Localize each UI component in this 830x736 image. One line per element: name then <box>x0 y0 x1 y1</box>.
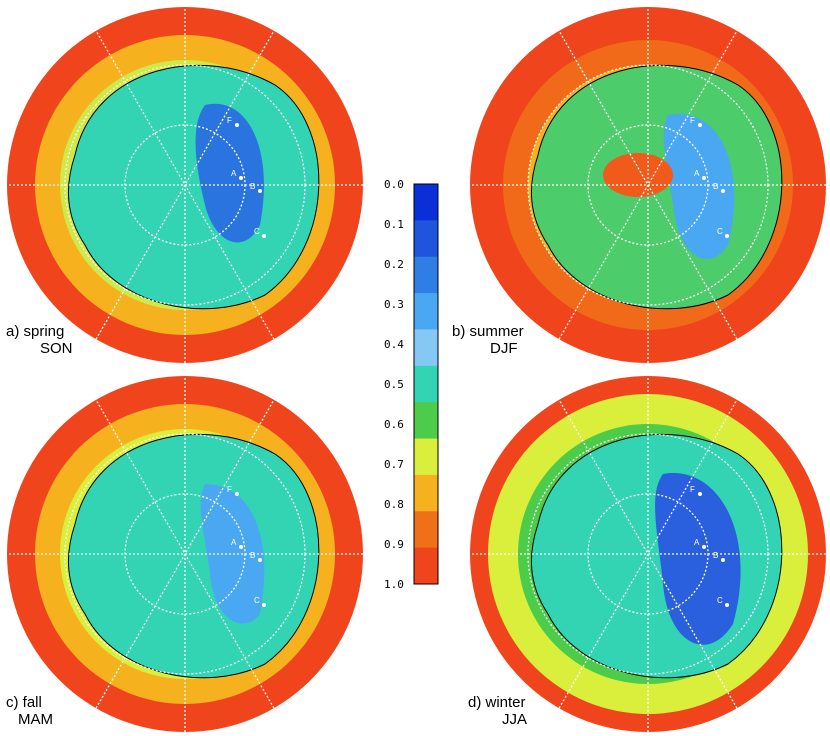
color-scale-tick-label: 0.8 <box>384 498 404 511</box>
marker-b: B <box>713 551 718 560</box>
map-panel-spring: F A B C <box>5 5 365 365</box>
panel-label-fall: c) fall MAM <box>6 694 53 728</box>
marker-c: C <box>717 596 723 605</box>
color-scale-block <box>414 329 438 367</box>
color-scale-block <box>414 256 438 294</box>
coastline <box>530 65 783 310</box>
polar-map-fall: F A B C <box>5 374 365 734</box>
coastline <box>530 434 783 679</box>
marker-c: C <box>254 227 260 236</box>
color-scale-bar: 0.0 0.1 0.2 0.3 0.4 0.5 0.6 0.7 0.8 0.9 1.0 <box>384 178 444 595</box>
color-scale-tick-label: 0.7 <box>384 458 404 471</box>
color-scale-block <box>414 547 438 585</box>
map-panel-summer: F A B C <box>468 5 828 365</box>
color-scale-block <box>414 220 438 258</box>
panel-label-summer: b) summer DJF <box>452 323 524 357</box>
season-label: d) winter <box>468 694 526 711</box>
color-scale-tick-label: 0.4 <box>384 338 404 351</box>
graticule <box>468 5 828 365</box>
months-label: MAM <box>18 711 53 728</box>
color-scale-block <box>414 474 438 512</box>
polar-map-spring: F A B C <box>5 5 365 365</box>
high-value-center <box>603 153 673 197</box>
graticule <box>468 374 828 734</box>
low-value-region <box>655 473 741 645</box>
station-markers: F A B C <box>690 485 729 607</box>
color-scale-border <box>413 183 439 585</box>
color-scale-block <box>414 365 438 403</box>
low-value-region <box>663 113 735 260</box>
low-value-region <box>200 484 265 624</box>
marker-a: A <box>694 169 700 178</box>
color-scale-ticks: 0.0 0.1 0.2 0.3 0.4 0.5 0.6 0.7 0.8 0.9 1.0 <box>384 178 404 591</box>
marker-b: B <box>250 182 255 191</box>
color-scale-tick-label: 0.0 <box>384 180 404 191</box>
polar-map-winter: F A B C <box>468 374 828 734</box>
color-scale-block <box>414 293 438 330</box>
color-scale-block <box>414 438 438 476</box>
panel-label-spring: a) spring SON <box>6 323 73 357</box>
graticule <box>5 374 365 734</box>
season-label: b) summer <box>452 323 524 340</box>
color-scale-tick-label: 0.5 <box>384 378 404 391</box>
marker-b: B <box>250 551 255 560</box>
season-label: c) fall <box>6 694 42 711</box>
coastline <box>67 65 320 310</box>
color-scale-tick-label: 0.6 <box>384 418 404 431</box>
color-scale-tick-label: 0.3 <box>384 298 404 311</box>
station-markers: F A B C <box>227 116 266 238</box>
marker-f: F <box>227 116 232 125</box>
graticule <box>5 5 365 365</box>
color-scale-block <box>414 511 438 549</box>
marker-b: B <box>713 182 718 191</box>
station-markers: F A B C <box>690 116 729 238</box>
color-scale-blocks <box>414 184 438 585</box>
marker-c: C <box>717 227 723 236</box>
color-scale-tick-label: 0.1 <box>384 218 404 231</box>
months-label: JJA <box>502 711 528 728</box>
marker-f: F <box>690 485 695 494</box>
continent-interior <box>68 65 319 309</box>
marker-f: F <box>227 485 232 494</box>
marker-a: A <box>231 538 237 547</box>
low-value-region <box>195 103 264 243</box>
months-label: SON <box>40 340 73 357</box>
marker-a: A <box>231 169 237 178</box>
color-scale-tick-label: 0.2 <box>384 258 404 271</box>
continent-interior <box>68 434 319 678</box>
map-panel-winter: F A B C <box>468 374 828 734</box>
marker-c: C <box>254 596 260 605</box>
marker-a: A <box>694 538 700 547</box>
season-label: a) spring <box>6 323 65 340</box>
panel-label-winter: d) winter JJA <box>468 694 527 728</box>
color-scale-block <box>414 184 438 221</box>
color-scale-block <box>414 402 438 440</box>
color-scale-tick-label: 1.0 <box>384 578 404 590</box>
color-scale-tick-label: 0.9 <box>384 538 404 551</box>
station-markers: F A B C <box>227 485 266 607</box>
coastline <box>67 434 320 679</box>
polar-map-summer: F A B C <box>468 5 828 365</box>
marker-f: F <box>690 116 695 125</box>
color-scale-svg: 0.0 0.1 0.2 0.3 0.4 0.5 0.6 0.7 0.8 0.9 1.0 <box>384 178 439 591</box>
months-label: DJF <box>490 340 518 357</box>
continent-interior <box>531 434 782 678</box>
map-panel-fall: F A B C <box>5 374 365 734</box>
